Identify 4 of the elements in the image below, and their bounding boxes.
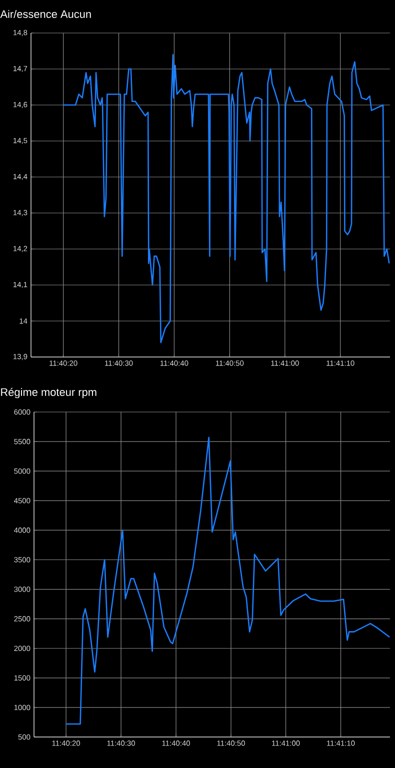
chart-title: Régime moteur rpm <box>1 388 96 398</box>
chart-title: Air/essence Aucun <box>0 10 91 18</box>
line-series <box>65 436 390 725</box>
line-series <box>62 54 390 344</box>
